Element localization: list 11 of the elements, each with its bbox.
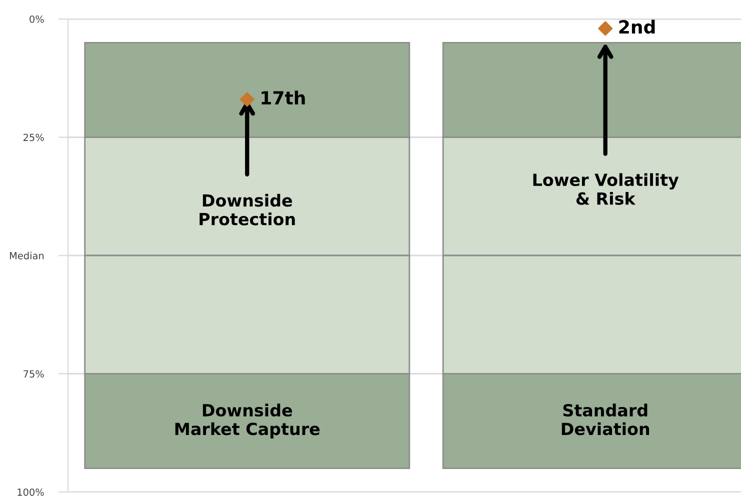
annotation: Downside Protection bbox=[200, 194, 295, 226]
y-tick-label: 100% bbox=[18, 488, 44, 496]
annotation: Lower Volatility & Risk bbox=[533, 173, 679, 205]
data-label: 17th bbox=[262, 90, 305, 104]
data-label: 2nd bbox=[619, 20, 655, 34]
y-tick-label: 0% bbox=[30, 15, 44, 23]
y-tick-label: Median bbox=[10, 252, 44, 260]
x-tick-label: Downside Market Capture bbox=[175, 404, 320, 438]
y-tick-label: 75% bbox=[24, 370, 44, 378]
y-tick-label: 25% bbox=[23, 134, 44, 142]
x-tick-label: Standard Deviation bbox=[562, 404, 650, 436]
